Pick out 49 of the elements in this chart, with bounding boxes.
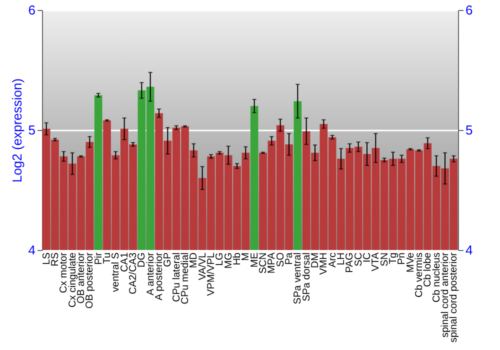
- x-tick-label: DG: [136, 252, 148, 268]
- x-tick-label: Cb vermis: [414, 252, 425, 298]
- x-tick-label: IC: [362, 252, 373, 262]
- x-tick-label: PAG: [344, 252, 356, 273]
- x-tick-label: OB anterior: [76, 252, 87, 304]
- y2-tick-label: 5: [466, 122, 473, 138]
- x-tick-label: spinal cord posterior: [448, 252, 460, 343]
- x-tick-label: MVe: [405, 252, 416, 273]
- x-tick-label: M: [240, 252, 252, 261]
- y-tick-label: 6: [28, 2, 36, 18]
- x-tick-label: Cb lobe: [422, 252, 434, 287]
- x-tick-label: Cx cingulate: [67, 252, 78, 308]
- x-tick-label: CA2/CA3: [128, 252, 139, 294]
- x-tick-label: MPA: [266, 252, 278, 274]
- y2-tick-label: 4: [466, 242, 473, 258]
- x-tick-label: spinal cord anterior: [440, 252, 451, 338]
- x-tick-label: Pn: [396, 252, 408, 265]
- x-tick-label: Arc: [327, 252, 338, 268]
- x-tick-label: A anterior: [145, 252, 156, 296]
- x-tick-label: Pir: [93, 252, 104, 265]
- y-tick-label: 5: [28, 122, 36, 138]
- y2-tick-label: 6: [466, 2, 473, 18]
- x-tick-label: SN: [379, 252, 390, 266]
- x-tick-label: LH: [336, 252, 347, 266]
- x-tick-label: ME: [249, 252, 260, 268]
- x-tick-label: Tu: [102, 252, 113, 264]
- x-tick-label: RS: [50, 252, 61, 266]
- x-tick-label: CA1: [119, 252, 130, 272]
- x-tick-label: VTA: [370, 252, 382, 272]
- x-tick-label: LG: [214, 252, 226, 266]
- x-tick-label: CPu medial: [180, 252, 191, 304]
- x-tick-label: A posterior: [154, 252, 165, 300]
- x-tick-label: VMH: [318, 252, 330, 275]
- x-tick-label: GP: [162, 252, 174, 267]
- y-axis-title: Log2 (expression): [9, 78, 24, 183]
- x-tick-label: VPM/VPL: [206, 252, 217, 296]
- x-tick-label: LS: [41, 252, 52, 265]
- x-tick-label: SO: [275, 252, 286, 267]
- x-tick-label: DM: [310, 252, 321, 268]
- x-tick-label: SCN: [258, 252, 269, 274]
- x-tick-label: SPa dorsal: [301, 252, 312, 302]
- x-tick-label: ventral S: [110, 252, 122, 292]
- x-tick-label: OB posterior: [84, 252, 96, 309]
- x-tick-label: Pa: [284, 252, 295, 265]
- x-tick-label: Cb nucleus: [431, 252, 442, 303]
- x-tick-label: Hb: [232, 252, 243, 266]
- x-tick-label: SC: [353, 252, 364, 266]
- y-tick-label: 4: [28, 242, 36, 258]
- x-tick-label: Tg: [388, 252, 399, 264]
